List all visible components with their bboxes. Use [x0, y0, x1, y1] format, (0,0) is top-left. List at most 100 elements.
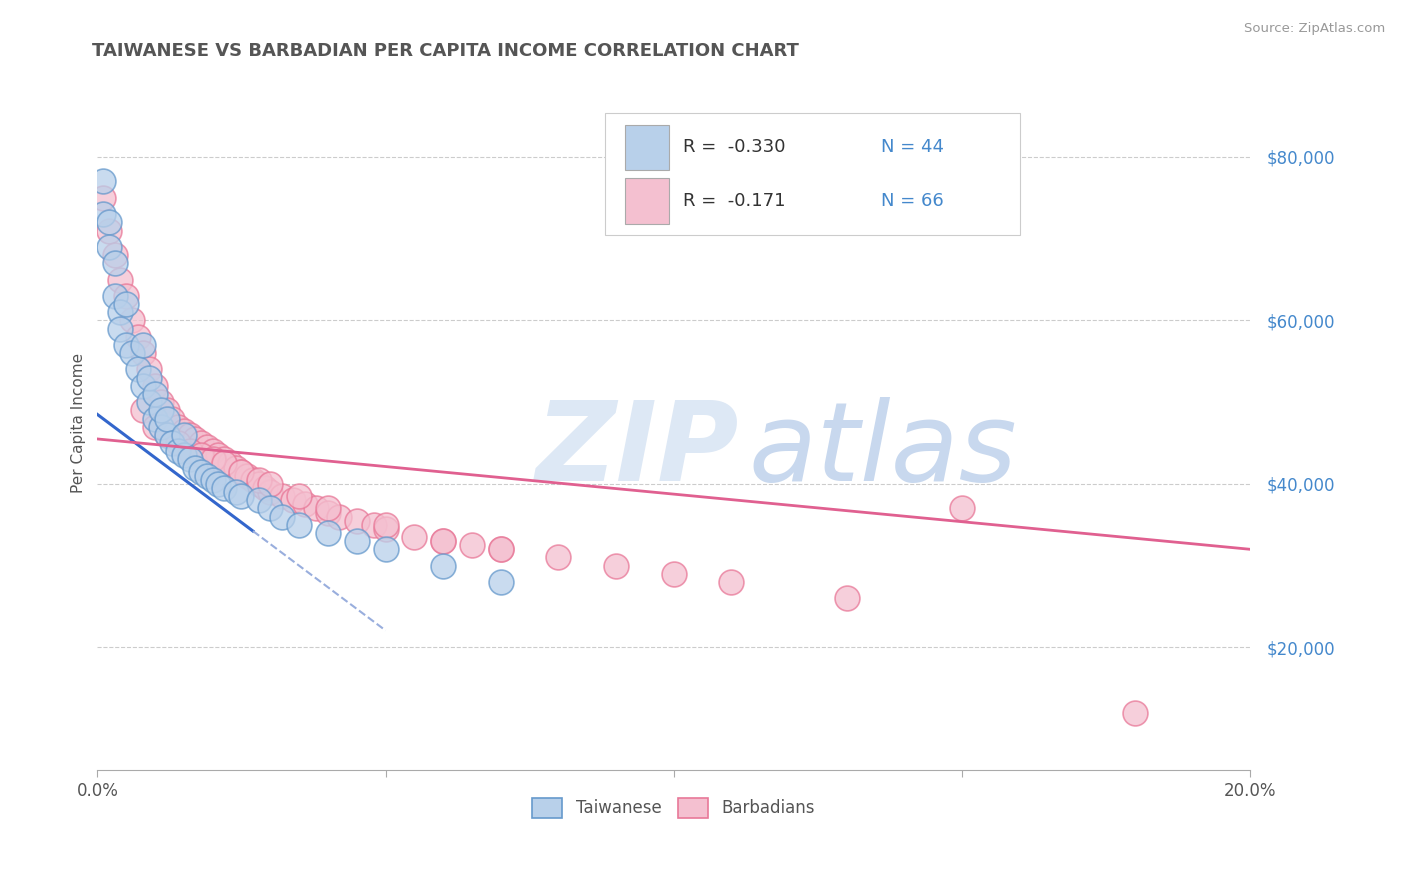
Point [110, 272, 132, 286]
Point [270, 509, 292, 524]
Point [91, 174, 114, 188]
Point [149, 419, 172, 434]
Point [489, 542, 512, 557]
Point [242, 473, 264, 487]
Point [950, 501, 973, 516]
Point [547, 550, 569, 565]
Point [247, 476, 270, 491]
Point [104, 289, 127, 303]
FancyBboxPatch shape [626, 178, 669, 224]
Point [110, 321, 132, 335]
Point [132, 346, 155, 360]
Point [115, 289, 138, 303]
Point [328, 509, 350, 524]
Point [201, 452, 224, 467]
Point [121, 313, 143, 327]
Point [179, 428, 201, 442]
Point [247, 473, 270, 487]
Point [91, 207, 114, 221]
Point [374, 517, 396, 532]
Point [283, 493, 305, 508]
Point [605, 558, 627, 573]
Point [115, 297, 138, 311]
Point [225, 485, 247, 500]
Point [162, 436, 184, 450]
Point [115, 338, 138, 352]
Text: Source: ZipAtlas.com: Source: ZipAtlas.com [1244, 22, 1385, 36]
Point [346, 534, 368, 549]
Point [121, 346, 143, 360]
Point [132, 403, 155, 417]
Point [1123, 706, 1146, 720]
Point [231, 465, 253, 479]
Point [167, 419, 190, 434]
Point [143, 379, 166, 393]
Point [305, 501, 328, 516]
Point [489, 542, 512, 557]
Point [489, 574, 512, 589]
Point [104, 256, 127, 270]
Point [212, 457, 235, 471]
Point [207, 448, 229, 462]
Point [190, 465, 212, 479]
Y-axis label: Per Capita Income: Per Capita Income [72, 352, 86, 492]
Point [225, 460, 247, 475]
Point [316, 525, 339, 540]
Point [138, 395, 160, 409]
Point [155, 411, 177, 425]
Point [138, 362, 160, 376]
Point [184, 432, 207, 446]
Point [195, 440, 218, 454]
Point [190, 436, 212, 450]
Text: N = 44: N = 44 [882, 138, 945, 156]
Point [259, 476, 281, 491]
Point [149, 403, 172, 417]
Point [207, 476, 229, 491]
Point [173, 448, 195, 462]
Point [231, 465, 253, 479]
Point [835, 591, 858, 606]
Point [97, 223, 120, 237]
Point [720, 574, 742, 589]
Point [143, 419, 166, 434]
Text: R =  -0.171: R = -0.171 [683, 192, 786, 210]
Point [132, 379, 155, 393]
Point [404, 530, 426, 544]
Point [173, 428, 195, 442]
Point [132, 338, 155, 352]
Point [201, 473, 224, 487]
Point [149, 395, 172, 409]
Point [179, 444, 201, 458]
Point [155, 403, 177, 417]
Point [97, 240, 120, 254]
Point [374, 542, 396, 557]
Point [270, 489, 292, 503]
Point [374, 522, 396, 536]
Point [162, 411, 184, 425]
Point [179, 452, 201, 467]
FancyBboxPatch shape [605, 113, 1019, 235]
Point [316, 501, 339, 516]
Point [294, 497, 316, 511]
Point [143, 387, 166, 401]
Point [253, 481, 276, 495]
Point [127, 362, 149, 376]
Point [432, 534, 454, 549]
Point [288, 517, 311, 532]
Point [212, 452, 235, 467]
Point [184, 460, 207, 475]
Text: R =  -0.330: R = -0.330 [683, 138, 786, 156]
Point [195, 468, 218, 483]
Point [190, 448, 212, 462]
Point [259, 501, 281, 516]
Point [201, 444, 224, 458]
Point [91, 191, 114, 205]
Text: TAIWANESE VS BARBADIAN PER CAPITA INCOME CORRELATION CHART: TAIWANESE VS BARBADIAN PER CAPITA INCOME… [91, 42, 799, 60]
Point [461, 538, 484, 552]
Text: atlas: atlas [748, 397, 1018, 504]
Point [231, 489, 253, 503]
Text: N = 66: N = 66 [882, 192, 943, 210]
Point [155, 428, 177, 442]
Point [288, 489, 311, 503]
Point [155, 428, 177, 442]
